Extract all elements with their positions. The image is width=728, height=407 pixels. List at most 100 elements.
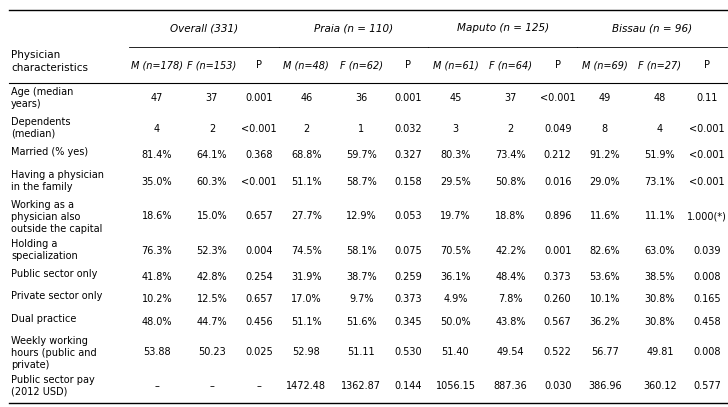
- Text: <0.001: <0.001: [241, 124, 277, 134]
- Text: Physician
characteristics: Physician characteristics: [11, 50, 88, 73]
- Text: 18.6%: 18.6%: [142, 211, 172, 221]
- Text: 48.4%: 48.4%: [495, 272, 526, 282]
- Text: 50.8%: 50.8%: [495, 177, 526, 187]
- Text: 4: 4: [154, 124, 160, 134]
- Text: 30.8%: 30.8%: [644, 317, 675, 326]
- Text: 74.5%: 74.5%: [290, 245, 322, 256]
- Text: 47: 47: [151, 94, 163, 103]
- Text: P: P: [405, 60, 411, 70]
- Text: F (n=27): F (n=27): [638, 60, 681, 70]
- Text: 2: 2: [209, 124, 215, 134]
- Text: 43.8%: 43.8%: [495, 317, 526, 326]
- Text: 0.373: 0.373: [544, 272, 571, 282]
- Text: 51.40: 51.40: [442, 347, 470, 357]
- Text: 70.5%: 70.5%: [440, 245, 471, 256]
- Text: 0.254: 0.254: [245, 272, 273, 282]
- Text: 9.7%: 9.7%: [349, 294, 373, 304]
- Text: 0.001: 0.001: [544, 245, 571, 256]
- Text: 82.6%: 82.6%: [590, 245, 620, 256]
- Text: P: P: [555, 60, 561, 70]
- Text: 50.0%: 50.0%: [440, 317, 471, 326]
- Text: 68.8%: 68.8%: [291, 150, 322, 160]
- Text: M (n=61): M (n=61): [432, 60, 478, 70]
- Text: 360.12: 360.12: [643, 381, 677, 392]
- Text: 0.11: 0.11: [696, 94, 718, 103]
- Text: 11.1%: 11.1%: [644, 211, 675, 221]
- Text: 0.158: 0.158: [395, 177, 422, 187]
- Text: 15.0%: 15.0%: [197, 211, 227, 221]
- Text: 0.567: 0.567: [544, 317, 571, 326]
- Text: 51.11: 51.11: [347, 347, 375, 357]
- Text: –: –: [210, 381, 214, 392]
- Text: 0.008: 0.008: [693, 347, 721, 357]
- Text: Bissau (n = 96): Bissau (n = 96): [612, 23, 692, 33]
- Text: 0.030: 0.030: [544, 381, 571, 392]
- Text: 48: 48: [654, 94, 666, 103]
- Text: 63.0%: 63.0%: [644, 245, 675, 256]
- Text: 80.3%: 80.3%: [440, 150, 471, 160]
- Text: 8: 8: [602, 124, 608, 134]
- Text: 38.7%: 38.7%: [346, 272, 376, 282]
- Text: 18.8%: 18.8%: [495, 211, 526, 221]
- Text: 12.5%: 12.5%: [197, 294, 227, 304]
- Text: 53.6%: 53.6%: [590, 272, 620, 282]
- Text: 42.2%: 42.2%: [495, 245, 526, 256]
- Text: F (n=153): F (n=153): [187, 60, 237, 70]
- Text: 1056.15: 1056.15: [435, 381, 475, 392]
- Text: 51.9%: 51.9%: [644, 150, 675, 160]
- Text: 11.6%: 11.6%: [590, 211, 620, 221]
- Text: 1472.48: 1472.48: [286, 381, 326, 392]
- Text: 49.54: 49.54: [496, 347, 524, 357]
- Text: Dual practice: Dual practice: [11, 314, 76, 324]
- Text: 4.9%: 4.9%: [443, 294, 467, 304]
- Text: –: –: [154, 381, 159, 392]
- Text: Dependents
(median): Dependents (median): [11, 117, 71, 139]
- Text: Praia (n = 110): Praia (n = 110): [314, 23, 393, 33]
- Text: 48.0%: 48.0%: [142, 317, 172, 326]
- Text: 50.23: 50.23: [198, 347, 226, 357]
- Text: 10.2%: 10.2%: [141, 294, 173, 304]
- Text: 4: 4: [657, 124, 663, 134]
- Text: 41.8%: 41.8%: [142, 272, 172, 282]
- Text: 0.373: 0.373: [395, 294, 422, 304]
- Text: 0.327: 0.327: [395, 150, 422, 160]
- Text: 0.657: 0.657: [245, 211, 273, 221]
- Text: 0.345: 0.345: [395, 317, 422, 326]
- Text: Working as a
physician also
outside the capital: Working as a physician also outside the …: [11, 200, 103, 234]
- Text: 59.7%: 59.7%: [346, 150, 376, 160]
- Text: 0.530: 0.530: [395, 347, 422, 357]
- Text: 29.5%: 29.5%: [440, 177, 471, 187]
- Text: 887.36: 887.36: [494, 381, 527, 392]
- Text: <0.001: <0.001: [241, 177, 277, 187]
- Text: P: P: [704, 60, 710, 70]
- Text: 386.96: 386.96: [588, 381, 622, 392]
- Text: 0.657: 0.657: [245, 294, 273, 304]
- Text: Holding a
specialization: Holding a specialization: [11, 239, 78, 260]
- Text: M (n=48): M (n=48): [283, 60, 329, 70]
- Text: F (n=62): F (n=62): [340, 60, 383, 70]
- Text: 64.1%: 64.1%: [197, 150, 227, 160]
- Text: Age (median
years): Age (median years): [11, 87, 74, 109]
- Text: 53.88: 53.88: [143, 347, 170, 357]
- Text: 91.2%: 91.2%: [590, 150, 620, 160]
- Text: 52.3%: 52.3%: [197, 245, 227, 256]
- Text: 73.1%: 73.1%: [644, 177, 675, 187]
- Text: 0.458: 0.458: [693, 317, 721, 326]
- Text: 73.4%: 73.4%: [495, 150, 526, 160]
- Text: 0.577: 0.577: [693, 381, 721, 392]
- Text: 58.7%: 58.7%: [346, 177, 376, 187]
- Text: 56.77: 56.77: [591, 347, 619, 357]
- Text: 49.81: 49.81: [646, 347, 673, 357]
- Text: 37: 37: [505, 94, 517, 103]
- Text: Public sector only: Public sector only: [11, 269, 98, 279]
- Text: 0.522: 0.522: [544, 347, 571, 357]
- Text: 27.7%: 27.7%: [290, 211, 322, 221]
- Text: Maputo (n = 125): Maputo (n = 125): [456, 23, 549, 33]
- Text: 51.1%: 51.1%: [291, 177, 322, 187]
- Text: 52.98: 52.98: [293, 347, 320, 357]
- Text: 0.001: 0.001: [245, 94, 273, 103]
- Text: 30.8%: 30.8%: [644, 294, 675, 304]
- Text: 2: 2: [303, 124, 309, 134]
- Text: 60.3%: 60.3%: [197, 177, 227, 187]
- Text: 36.2%: 36.2%: [590, 317, 620, 326]
